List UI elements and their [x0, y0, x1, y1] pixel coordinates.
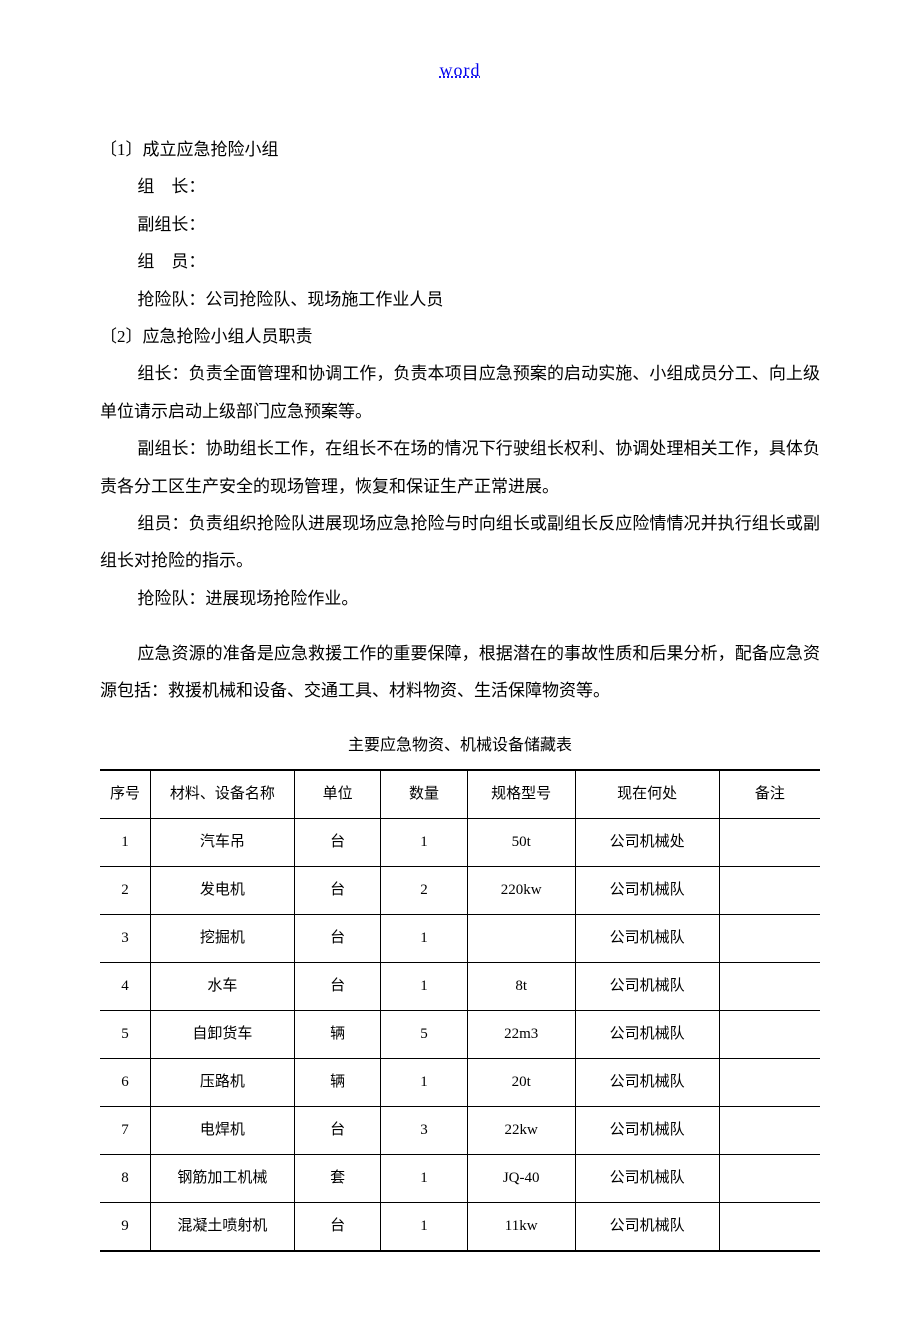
table-cell: 4 [100, 963, 150, 1011]
rescue-team-line: 抢险队：公司抢险队、现场施工作业人员 [100, 281, 820, 318]
table-cell: JQ-40 [467, 1155, 575, 1203]
duty-rescue: 抢险队：进展现场抢险作业。 [100, 580, 820, 617]
table-cell: 9 [100, 1203, 150, 1252]
table-cell: 8 [100, 1155, 150, 1203]
table-cell [719, 867, 820, 915]
table-cell: 公司机械队 [575, 1155, 719, 1203]
col-seq: 序号 [100, 770, 150, 819]
duty-member: 组员：负责组织抢险队进展现场应急抢险与时向组长或副组长反应险情情况并执行组长或副… [100, 505, 820, 580]
table-cell: 水车 [150, 963, 294, 1011]
table-cell: 台 [294, 1203, 380, 1252]
table-cell: 2 [100, 867, 150, 915]
table-cell: 公司机械队 [575, 867, 719, 915]
table-cell: 5 [100, 1011, 150, 1059]
table-cell: 3 [100, 915, 150, 963]
page-header-title: word [100, 60, 820, 81]
col-note: 备注 [719, 770, 820, 819]
table-cell: 3 [381, 1107, 467, 1155]
col-qty: 数量 [381, 770, 467, 819]
col-spec: 规格型号 [467, 770, 575, 819]
table-row: 2发电机台2220kw公司机械队 [100, 867, 820, 915]
table-cell: 台 [294, 1107, 380, 1155]
table-cell [719, 1059, 820, 1107]
table-row: 5自卸货车辆522m3公司机械队 [100, 1011, 820, 1059]
table-cell: 1 [381, 819, 467, 867]
table-cell: 1 [381, 963, 467, 1011]
table-cell: 公司机械队 [575, 1011, 719, 1059]
table-row: 3挖掘机台1 公司机械队 [100, 915, 820, 963]
blank-line [100, 617, 820, 635]
resource-table: 序号 材料、设备名称 单位 数量 规格型号 现在何处 备注 1汽车吊台150t公… [100, 769, 820, 1252]
table-cell: 台 [294, 867, 380, 915]
table-cell: 汽车吊 [150, 819, 294, 867]
table-row: 1汽车吊台150t公司机械处 [100, 819, 820, 867]
col-loc: 现在何处 [575, 770, 719, 819]
table-cell: 公司机械队 [575, 1107, 719, 1155]
col-name: 材料、设备名称 [150, 770, 294, 819]
table-row: 4水车台18t公司机械队 [100, 963, 820, 1011]
table-cell: 公司机械队 [575, 915, 719, 963]
table-cell: 公司机械队 [575, 1059, 719, 1107]
table-row: 8钢筋加工机械套1JQ-40公司机械队 [100, 1155, 820, 1203]
duty-leader: 组长：负责全面管理和协调工作，负责本项目应急预案的启动实施、小组成员分工、向上级… [100, 355, 820, 430]
table-cell: 公司机械队 [575, 1203, 719, 1252]
table-cell: 压路机 [150, 1059, 294, 1107]
table-cell [719, 915, 820, 963]
table-cell [719, 1011, 820, 1059]
leader-line: 组 长： [100, 168, 820, 205]
document-body: 〔1〕成立应急抢险小组 组 长： 副组长： 组 员： 抢险队：公司抢险队、现场施… [100, 131, 820, 1252]
duty-vice: 副组长：协助组长工作，在组长不在场的情况下行驶组长权利、协调处理相关工作，具体负… [100, 430, 820, 505]
table-cell: 220kw [467, 867, 575, 915]
table-row: 6压路机辆120t公司机械队 [100, 1059, 820, 1107]
member-line: 组 员： [100, 243, 820, 280]
table-cell: 公司机械处 [575, 819, 719, 867]
table-cell [719, 1107, 820, 1155]
table-cell: 公司机械队 [575, 963, 719, 1011]
table-header-row: 序号 材料、设备名称 单位 数量 规格型号 现在何处 备注 [100, 770, 820, 819]
table-cell: 1 [381, 1155, 467, 1203]
table-cell: 50t [467, 819, 575, 867]
table-cell: 辆 [294, 1059, 380, 1107]
vice-leader-line: 副组长： [100, 206, 820, 243]
table-cell: 1 [381, 1203, 467, 1252]
table-cell: 挖掘机 [150, 915, 294, 963]
table-cell [719, 1155, 820, 1203]
table-cell: 1 [381, 1059, 467, 1107]
table-cell: 1 [381, 915, 467, 963]
table-cell: 台 [294, 819, 380, 867]
table-cell: 8t [467, 963, 575, 1011]
table-cell: 22kw [467, 1107, 575, 1155]
table-caption: 主要应急物资、机械设备储藏表 [100, 728, 820, 763]
table-cell: 22m3 [467, 1011, 575, 1059]
table-cell: 20t [467, 1059, 575, 1107]
table-cell: 2 [381, 867, 467, 915]
table-cell [719, 963, 820, 1011]
table-cell: 6 [100, 1059, 150, 1107]
table-row: 7电焊机台322kw公司机械队 [100, 1107, 820, 1155]
table-cell: 辆 [294, 1011, 380, 1059]
table-cell [719, 819, 820, 867]
table-cell: 台 [294, 915, 380, 963]
table-row: 9混凝土喷射机台111kw公司机械队 [100, 1203, 820, 1252]
table-cell: 混凝土喷射机 [150, 1203, 294, 1252]
table-cell: 7 [100, 1107, 150, 1155]
resource-intro: 应急资源的准备是应急救援工作的重要保障，根据潜在的事故性质和后果分析，配备应急资… [100, 635, 820, 710]
section-1-heading: 〔1〕成立应急抢险小组 [100, 131, 820, 168]
col-unit: 单位 [294, 770, 380, 819]
table-cell: 钢筋加工机械 [150, 1155, 294, 1203]
table-cell: 电焊机 [150, 1107, 294, 1155]
section-2-heading: 〔2〕应急抢险小组人员职责 [100, 318, 820, 355]
table-cell: 发电机 [150, 867, 294, 915]
table-cell: 自卸货车 [150, 1011, 294, 1059]
table-cell: 1 [100, 819, 150, 867]
table-cell: 11kw [467, 1203, 575, 1252]
table-cell [467, 915, 575, 963]
table-cell: 台 [294, 963, 380, 1011]
table-cell [719, 1203, 820, 1252]
table-cell: 套 [294, 1155, 380, 1203]
table-cell: 5 [381, 1011, 467, 1059]
